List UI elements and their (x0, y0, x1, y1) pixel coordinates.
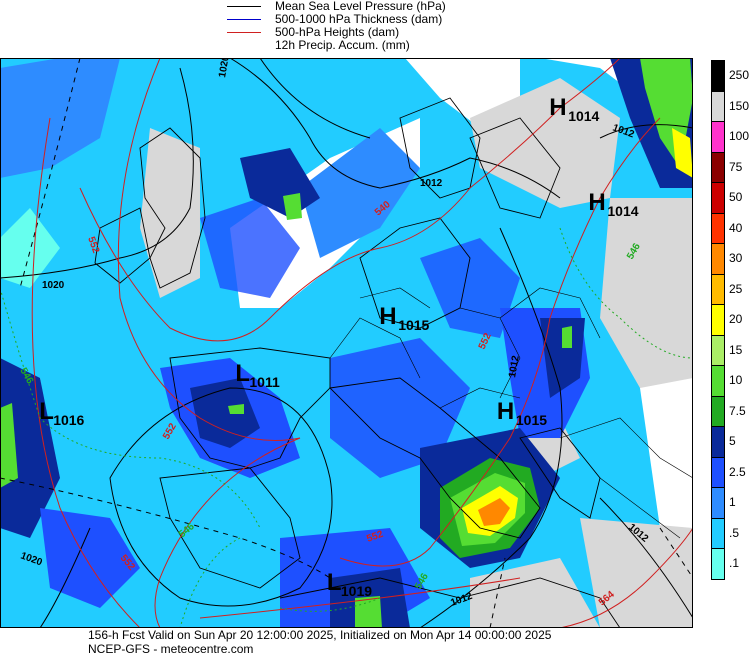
heights-line-swatch (227, 32, 261, 33)
colorbar-label: .5 (729, 525, 740, 540)
pressure-center-value: 1019 (341, 583, 372, 599)
precip-colorbar: 250 150 100 75 50 40 30 25 20 15 10 7.5 5 2.5 1 .5 .1 (711, 60, 750, 620)
colorbar-swatch (711, 304, 725, 336)
pressure-center-value: 1016 (53, 412, 84, 428)
colorbar-label: 2.5 (729, 464, 746, 479)
colorbar-swatch (711, 548, 725, 580)
colorbar-label: 40 (729, 220, 743, 235)
pressure-center-value: 1011 (249, 374, 280, 390)
colorbar-label: 150 (729, 98, 750, 113)
colorbar-swatch (711, 456, 725, 488)
low-pressure-letter: L (327, 569, 342, 596)
colorbar-swatch (711, 365, 725, 397)
colorbar-swatch (711, 243, 725, 275)
forecast-valid-line: 156-h Fcst Valid on Sun Apr 20 12:00:00 … (88, 628, 552, 642)
colorbar-label: 100 (729, 129, 750, 144)
legend-mslp-label: Mean Sea Level Pressure (hPa) (275, 0, 446, 13)
colorbar-label: 20 (729, 312, 743, 327)
colorbar-swatch (711, 151, 725, 183)
mslp-line-swatch (227, 6, 261, 7)
country-borders (329, 287, 693, 539)
colorbar-swatch (711, 487, 725, 519)
pressure-center-value: 1014 (568, 108, 599, 124)
model-source-line: NCEP-GFS - meteocentre.com (88, 642, 254, 656)
colorbar-label: 50 (729, 190, 743, 205)
colorbar-swatch (711, 395, 725, 427)
legend-thickness-label: 500-1000 hPa Thickness (dam) (275, 12, 443, 26)
colorbar-label: 15 (729, 342, 743, 357)
isobar-label: 1012 (420, 178, 443, 189)
pressure-center-value: 1014 (607, 203, 638, 219)
mslp-isobars (0, 58, 693, 628)
isobar-label: 1012 (507, 354, 522, 378)
map-frame (0, 58, 693, 628)
colorbar-swatch (711, 334, 725, 366)
high-pressure-letter: H (588, 189, 605, 216)
colorbar-swatch (711, 426, 725, 458)
isobar-label: 1020 (217, 58, 232, 79)
colorbar-label: 30 (729, 251, 743, 266)
high-pressure-letter: H (549, 94, 566, 121)
colorbar-label: .1 (729, 556, 740, 571)
colorbar-label: 7.5 (729, 403, 746, 418)
thickness-contours (0, 227, 693, 628)
low-pressure-letter: L (235, 360, 250, 387)
pressure-center-value: 1015 (516, 412, 547, 428)
colorbar-label: 10 (729, 373, 743, 388)
dashed-front-lines (0, 58, 693, 628)
colorbar-swatch (711, 60, 725, 92)
legend-precip-label: 12h Precip. Accum. (mm) (275, 38, 410, 52)
colorbar-label: 250 (729, 68, 750, 83)
weather-map: 1020 1020 1012 1012 1012 1012 1020 1012 … (0, 58, 693, 628)
colorbar-label: 25 (729, 281, 743, 296)
heavy-precip-areas (0, 58, 693, 628)
colorbar-swatch (711, 121, 725, 153)
legend-heights-label: 500-hPa Heights (dam) (275, 25, 400, 39)
map-legend: Mean Sea Level Pressure (hPa) 500-1000 h… (225, 0, 525, 56)
isobar-label: 1020 (42, 280, 65, 291)
high-pressure-letter: H (497, 398, 514, 425)
low-pressure-letter: L (39, 398, 54, 425)
height-contours (31, 58, 693, 628)
colorbar-swatch (711, 90, 725, 122)
colorbar-swatch (711, 212, 725, 244)
pressure-center-value: 1015 (398, 317, 429, 333)
high-pressure-letter: H (379, 303, 396, 330)
coastlines (94, 97, 621, 628)
thickness-line-swatch (227, 19, 261, 20)
colorbar-swatch (711, 182, 725, 214)
colorbar-swatch (711, 273, 725, 305)
colorbar-swatch (711, 517, 725, 549)
colorbar-label: 1 (729, 495, 736, 510)
colorbar-label: 75 (729, 159, 743, 174)
colorbar-label: 5 (729, 434, 736, 449)
